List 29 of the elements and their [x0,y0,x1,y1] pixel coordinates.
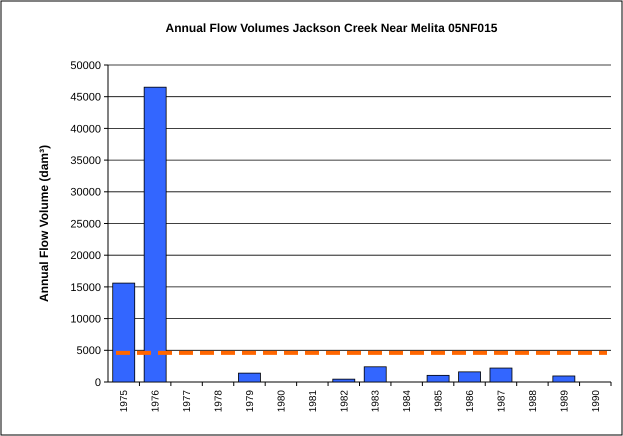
x-tick-label: 1979 [244,390,256,412]
x-tick-label: 1990 [590,390,602,412]
y-tick-label: 0 [94,376,101,389]
x-tick-label: 1978 [214,390,225,412]
x-tick-label: 1985 [434,390,445,412]
y-tick-label: 20000 [70,250,101,262]
x-tick-label: 1980 [276,390,288,412]
x-tick-label: 1983 [370,390,382,412]
x-tick-label: 1976 [150,390,162,412]
y-tick-label: 35000 [70,154,101,167]
x-tick-label: 1975 [119,390,130,412]
chart-title: Annual Flow Volumes Jackson Creek Near Melita 05NF015 [166,21,498,35]
y-tick-label: 15000 [70,282,101,294]
x-tick-label: 1977 [182,390,194,412]
x-tick-label: 1984 [402,390,414,412]
y-tick-label: 40000 [70,123,101,136]
x-tick-label: 1986 [465,390,476,412]
y-tick-label: 45000 [70,92,101,104]
y-tick-label: 5000 [76,345,101,358]
y-tick-label: 25000 [70,218,101,230]
x-tick-label: 1982 [339,390,350,412]
y-tick-label: 30000 [70,186,101,199]
x-tick-label: 1981 [308,390,319,412]
x-tick-label: 1989 [559,390,570,412]
x-tick-label: 1988 [528,390,539,412]
y-tick-label: 10000 [70,313,101,326]
y-axis-title: Annual Flow Volume (dam³) [37,144,51,302]
y-tick-label: 50000 [70,60,101,72]
x-tick-label: 1987 [496,390,508,412]
